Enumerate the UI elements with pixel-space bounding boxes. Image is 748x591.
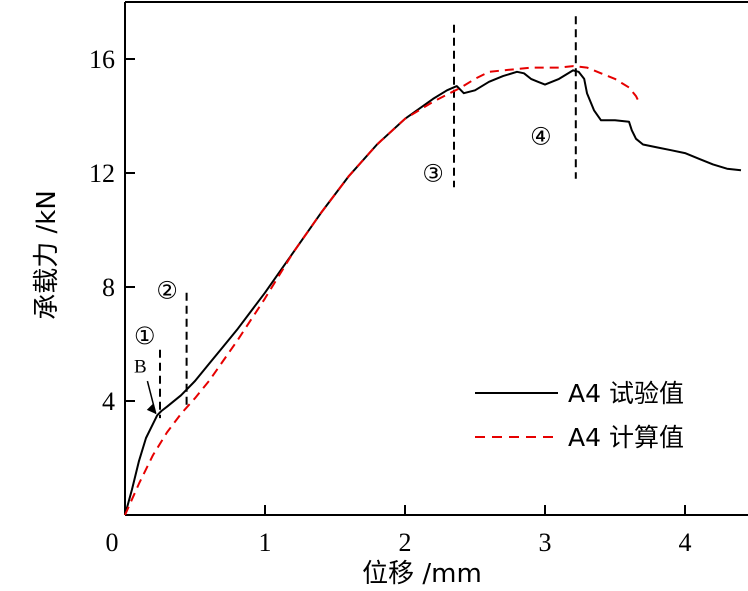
legend-label-experimental: A4 试验值 bbox=[568, 379, 684, 408]
stage-divider-lines bbox=[159, 16, 577, 419]
point-b-arrow-line bbox=[146, 380, 157, 415]
x-tick-label: 3 bbox=[539, 528, 552, 557]
series-line-calculated bbox=[124, 65, 642, 516]
y-axis-title: 承载力 /kN bbox=[32, 190, 62, 320]
stage-annotations: ①② ③ ④ B bbox=[134, 123, 552, 415]
x-axis-title: 位移 /mm bbox=[362, 559, 482, 589]
legend: A4 试验值 A4 计算值 bbox=[475, 379, 684, 452]
x-tick-label: 4 bbox=[679, 528, 692, 557]
x-tick-label: 1 bbox=[259, 528, 272, 557]
stage-marker-label: ① bbox=[134, 322, 156, 350]
point-b-arrow-head bbox=[146, 403, 156, 414]
y-tick-label: 8 bbox=[102, 273, 115, 302]
y-tick-label: 16 bbox=[89, 45, 115, 74]
series-line-experimental bbox=[124, 69, 742, 516]
point-b-label: B bbox=[134, 357, 147, 378]
stage-marker-label: ② bbox=[156, 276, 178, 304]
plot-frame bbox=[124, 1, 748, 516]
stage-marker-label: ④ bbox=[530, 123, 552, 151]
y-tick-label: 12 bbox=[89, 159, 115, 188]
y-tick-label: 4 bbox=[102, 387, 115, 416]
series-layer bbox=[124, 65, 742, 516]
stage-marker-label: ③ bbox=[422, 160, 444, 188]
x-tick-label: 0 bbox=[106, 528, 119, 557]
legend-label-calculated: A4 计算值 bbox=[568, 423, 684, 452]
x-tick-label: 2 bbox=[399, 528, 412, 557]
